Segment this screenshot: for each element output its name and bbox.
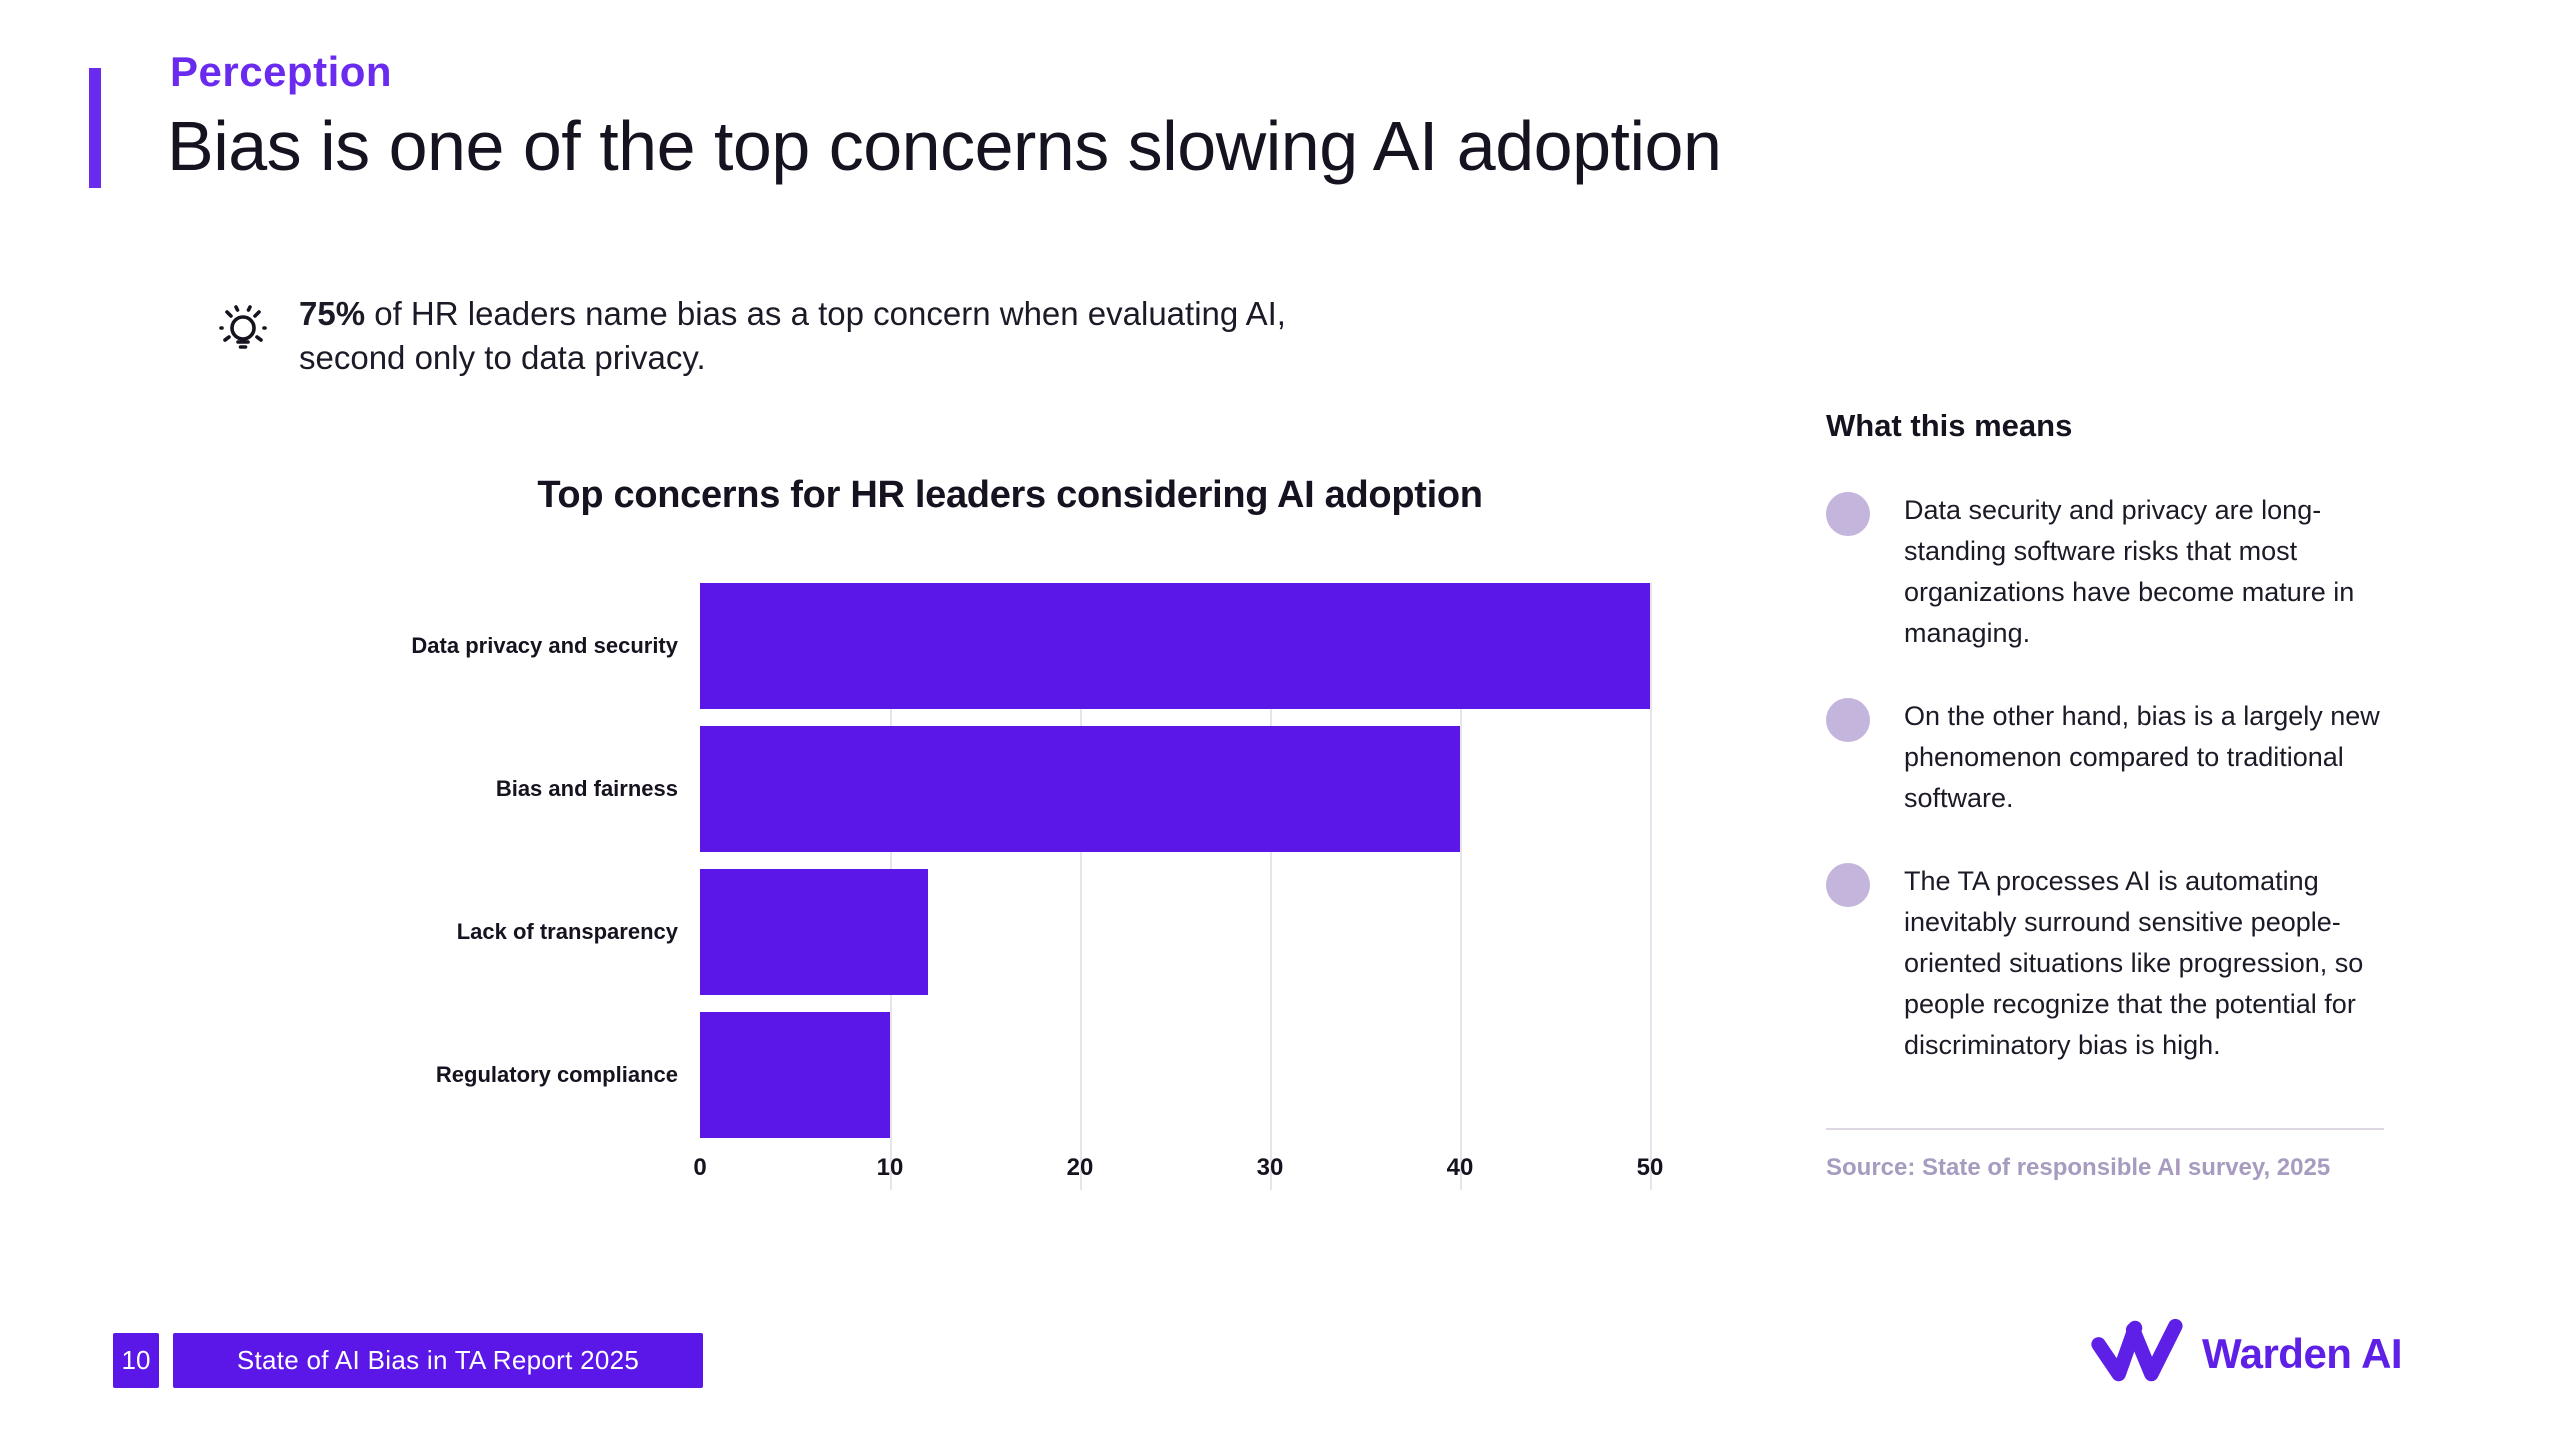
bar-label-1: Bias and fairness bbox=[495, 776, 678, 801]
x-tick-40: 40 bbox=[1446, 1154, 1474, 1181]
bar-label-2: Lack of transparency bbox=[456, 919, 678, 944]
chart-body: Data privacy and security Bias and fairne… bbox=[370, 583, 1663, 1190]
stat-line1: of HR leaders name bias as a top concern… bbox=[365, 295, 1286, 332]
bullet-text: The TA processes AI is automating inevit… bbox=[1904, 866, 2364, 1060]
key-stat-text: 75% of HR leaders name bias as a top con… bbox=[299, 292, 1286, 380]
bullet-item: The TA processes AI is automating inevit… bbox=[1826, 861, 2404, 1066]
bar-row-2 bbox=[700, 869, 1650, 995]
bar-row-1 bbox=[700, 726, 1650, 852]
bullet-dot-icon bbox=[1826, 698, 1870, 742]
report-title: State of AI Bias in TA Report 2025 bbox=[236, 1345, 640, 1375]
warden-w-icon bbox=[2088, 1314, 2184, 1393]
bullet-item: On the other hand, bias is a largely new… bbox=[1826, 696, 2404, 819]
bar-label-0: Data privacy and security bbox=[411, 633, 678, 658]
page-title: Bias is one of the top concerns slowing … bbox=[167, 107, 1722, 185]
chart-bars bbox=[700, 583, 1650, 1138]
bullet-dot-icon bbox=[1826, 863, 1870, 907]
gridline-50 bbox=[1650, 583, 1652, 1190]
what-this-means-panel: What this means Data security and privac… bbox=[1826, 408, 2404, 1182]
bar-row-0 bbox=[700, 583, 1650, 709]
x-tick-0: 0 bbox=[693, 1154, 707, 1181]
bar-label-3: Regulatory compliance bbox=[435, 1062, 678, 1087]
report-title-badge: State of AI Bias in TA Report 2025 bbox=[173, 1333, 703, 1388]
page-number-badge: 10 bbox=[113, 1333, 159, 1388]
x-tick-50: 50 bbox=[1636, 1154, 1664, 1181]
x-tick-30: 30 bbox=[1256, 1154, 1284, 1181]
bullet-dot-icon bbox=[1826, 492, 1870, 536]
gridline-30 bbox=[1270, 583, 1272, 1190]
lightbulb-icon bbox=[215, 298, 271, 380]
panel-heading: What this means bbox=[1826, 408, 2073, 443]
bar-0 bbox=[700, 583, 1650, 709]
page-number: 10 bbox=[121, 1345, 151, 1375]
chart-category-labels: Data privacy and security Bias and fairne… bbox=[370, 583, 700, 1190]
bar-row-3 bbox=[700, 1012, 1650, 1138]
bullet-text: Data security and privacy are long-stand… bbox=[1904, 495, 2355, 648]
bar-1 bbox=[700, 726, 1460, 852]
gridline-20 bbox=[1080, 583, 1082, 1190]
chart-title: Top concerns for HR leaders considering … bbox=[537, 474, 1483, 516]
gridline-40 bbox=[1460, 583, 1462, 1190]
header-accent-bar bbox=[89, 68, 101, 188]
stat-value: 75% bbox=[299, 295, 366, 332]
brand-name: Warden AI bbox=[2202, 1329, 2403, 1377]
source-note: Source: State of responsible AI survey, … bbox=[1826, 1154, 2331, 1181]
bullet-text: On the other hand, bias is a largely new… bbox=[1904, 701, 2380, 813]
key-stat-callout: 75% of HR leaders name bias as a top con… bbox=[215, 292, 1286, 380]
stat-line2: second only to data privacy. bbox=[299, 339, 706, 376]
chart-plot-area: 0 10 20 30 40 50 bbox=[693, 583, 1663, 1190]
bar-3 bbox=[700, 1012, 890, 1138]
section-kicker: Perception bbox=[170, 48, 393, 95]
bullet-item: Data security and privacy are long-stand… bbox=[1826, 490, 2404, 654]
chart-x-axis: 0 10 20 30 40 50 bbox=[693, 1154, 1663, 1190]
x-tick-10: 10 bbox=[876, 1154, 904, 1181]
x-tick-20: 20 bbox=[1066, 1154, 1094, 1181]
brand-logo: Warden AI bbox=[2088, 1314, 2403, 1393]
bar-2 bbox=[700, 869, 928, 995]
bar-chart: Top concerns for HR leaders considering … bbox=[370, 474, 1663, 1190]
panel-divider bbox=[1826, 1128, 2384, 1130]
